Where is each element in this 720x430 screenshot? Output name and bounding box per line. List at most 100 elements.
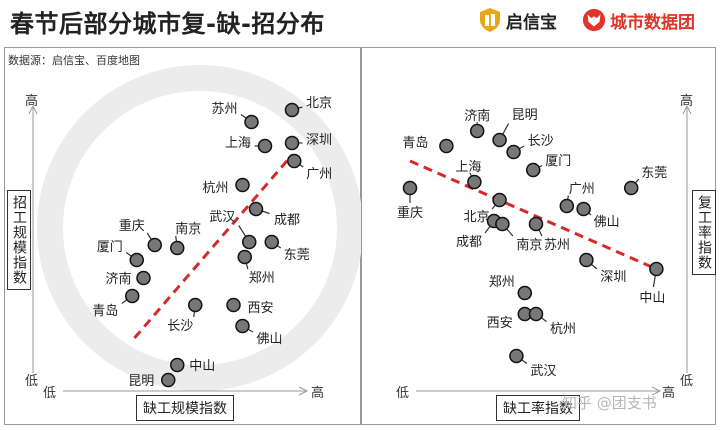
- point-label: 长沙: [167, 319, 193, 334]
- data-point: [579, 252, 594, 268]
- data-point: [649, 261, 664, 277]
- data-point: [509, 348, 524, 364]
- left-y-axis-label: 招工规模指数: [7, 190, 31, 290]
- point-label: 青岛: [92, 303, 118, 319]
- right-y-low: 低: [680, 374, 694, 389]
- point-label: 上海: [455, 160, 481, 175]
- data-point: [492, 192, 507, 208]
- data-point: [439, 138, 454, 154]
- right-x-high: 高: [662, 386, 676, 401]
- data-point: [242, 234, 257, 250]
- point-label: 北京: [306, 96, 332, 111]
- point-label: 西安: [248, 301, 274, 316]
- point-label: 深圳: [306, 133, 332, 148]
- data-point: [469, 123, 485, 139]
- point-label: 南京: [175, 221, 201, 237]
- data-point: [284, 102, 300, 118]
- data-point: [170, 357, 185, 373]
- point-label: 杭州: [202, 181, 228, 196]
- data-point: [495, 216, 510, 232]
- point-label: 杭州: [550, 322, 576, 337]
- data-point: [525, 162, 541, 178]
- data-point: [129, 252, 144, 268]
- data-point: [226, 297, 241, 313]
- data-point: [528, 216, 544, 232]
- data-point: [287, 153, 302, 169]
- y-axis-arrow: [682, 104, 692, 115]
- point-label: 昆明: [512, 108, 538, 123]
- left-y-low: 低: [25, 374, 39, 389]
- point-label: 厦门: [97, 240, 123, 255]
- y-axis-arrow: [28, 104, 38, 115]
- data-point: [235, 177, 250, 193]
- point-label: 佛山: [257, 332, 283, 347]
- left-y-high: 高: [25, 94, 39, 109]
- brand-qixinbao-label: 启信宝: [506, 12, 557, 33]
- data-point: [125, 288, 140, 304]
- data-point: [248, 201, 264, 217]
- point-label: 成都: [274, 213, 300, 228]
- brand-qixinbao: 启信宝: [478, 7, 557, 33]
- point-label: 佛山: [594, 215, 620, 230]
- point-label: 济南: [464, 108, 490, 124]
- fox-logo-icon: [582, 8, 606, 32]
- data-point: [506, 144, 521, 160]
- point-label: 厦门: [545, 154, 571, 169]
- zhihu-watermark: 知乎 @团支书: [562, 394, 657, 412]
- data-point: [147, 237, 162, 253]
- point-label: 南京: [516, 237, 542, 253]
- trend-line: [133, 154, 294, 339]
- data-point: [188, 297, 203, 313]
- point-label: 广州: [306, 167, 332, 182]
- data-point: [284, 135, 300, 151]
- left-x-high: 高: [311, 386, 325, 401]
- data-point: [517, 285, 533, 301]
- point-label: 东莞: [284, 248, 310, 263]
- left-chart-panel: 北京 苏州 深圳 上海 广州 杭州 成都 武汉 东莞 重庆 南京 郑州 厦门 济南 西安 青岛 长沙 佛山 中山 昆明…: [4, 47, 362, 425]
- point-label: 北京: [464, 210, 490, 225]
- point-label: 东莞: [641, 166, 667, 181]
- left-x-axis-label: 缺工规模指数: [136, 395, 234, 421]
- data-point: [623, 180, 639, 196]
- point-label: 中山: [189, 359, 215, 374]
- data-point: [136, 270, 151, 286]
- point-label: 苏州: [211, 101, 237, 117]
- point-label: 苏州: [544, 237, 570, 253]
- page-title: 春节后部分城市复-缺-招分布: [10, 10, 325, 38]
- right-y-high: 高: [680, 94, 694, 109]
- point-label: 深圳: [600, 270, 626, 285]
- data-point: [528, 306, 544, 322]
- data-point: [237, 249, 252, 265]
- data-point: [467, 174, 482, 190]
- point-label: 中山: [639, 291, 665, 306]
- data-point: [559, 198, 575, 214]
- data-point: [264, 234, 279, 250]
- point-label: 长沙: [528, 134, 554, 149]
- right-y-axis-label: 复工率指数: [692, 190, 716, 275]
- point-label: 重庆: [119, 218, 145, 234]
- right-x-axis-label: 缺工率指数: [496, 395, 580, 421]
- data-point: [402, 180, 418, 196]
- point-label: 青岛: [402, 135, 428, 151]
- point-label: 重庆: [397, 205, 423, 221]
- shield-logo-icon: [480, 8, 500, 32]
- x-axis-arrow: [298, 386, 309, 396]
- point-label: 郑州: [249, 271, 275, 286]
- point-label: 济南: [105, 271, 131, 287]
- data-point: [161, 372, 176, 388]
- point-label: 武汉: [530, 364, 556, 379]
- right-x-low: 低: [396, 386, 410, 401]
- brand-city-data-label: 城市数据团: [610, 12, 695, 33]
- point-label: 广州: [569, 182, 595, 197]
- left-x-low: 低: [43, 386, 57, 401]
- data-point: [492, 132, 507, 148]
- point-label: 成都: [456, 235, 482, 250]
- data-point: [257, 138, 273, 154]
- watermark-ring: [37, 65, 362, 391]
- data-point: [235, 318, 250, 334]
- brand-city-data: 城市数据团: [582, 7, 695, 33]
